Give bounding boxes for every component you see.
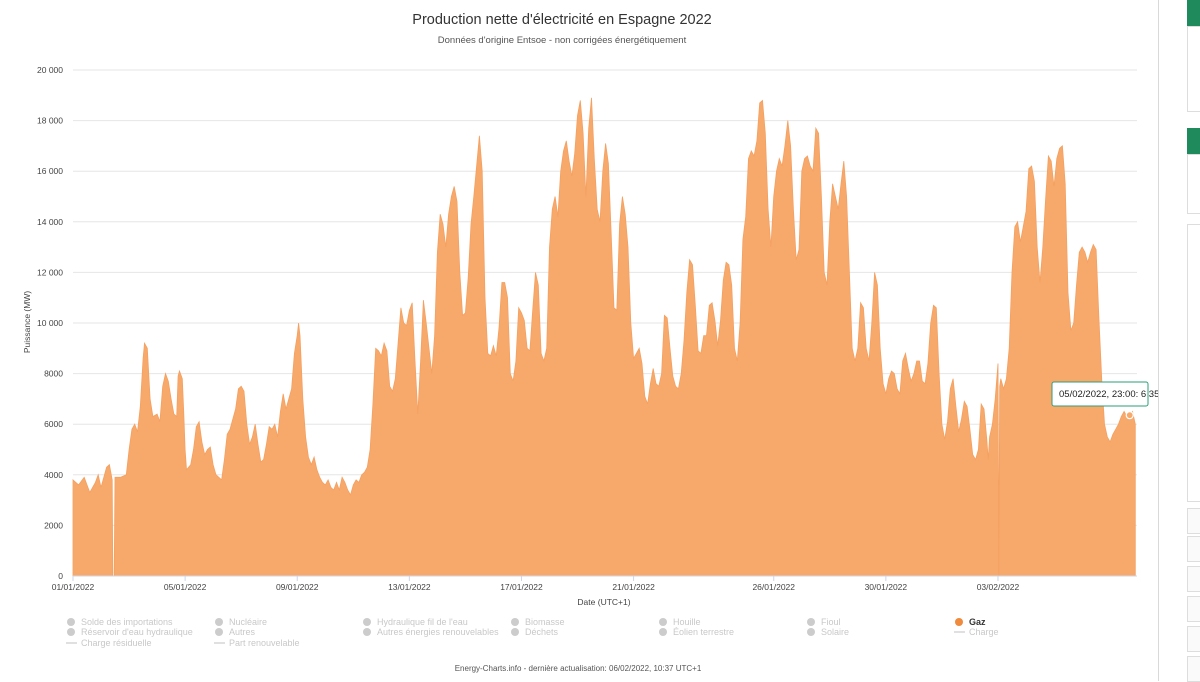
x-tick-label: 30/01/2022 bbox=[865, 582, 908, 592]
gas-area-series[interactable] bbox=[72, 97, 1136, 577]
legend-label: Solaire bbox=[821, 627, 849, 637]
gas-production-chart: Production nette d'électricité en Espagn… bbox=[22, 12, 1158, 673]
legend-symbol bbox=[363, 628, 371, 636]
legend-item[interactable]: Solaire bbox=[807, 627, 849, 637]
legend-item[interactable]: Autres bbox=[215, 627, 256, 637]
y-tick-label: 14 000 bbox=[37, 217, 63, 227]
legend: Solde des importations Nucléaire Hydrauliq… bbox=[66, 617, 999, 648]
legend-symbol bbox=[807, 628, 815, 636]
legend-label: Fioul bbox=[821, 617, 841, 627]
tooltip-text: 05/02/2022, 23:00: 6 357,000 MW bbox=[1059, 389, 1158, 400]
credits: Energy-Charts.info - dernière actualisat… bbox=[455, 664, 702, 673]
panel-header-tab[interactable] bbox=[1187, 0, 1200, 26]
legend-label: Nucléaire bbox=[229, 617, 267, 627]
x-tick-label: 21/01/2022 bbox=[612, 582, 655, 592]
x-tick-label: 05/01/2022 bbox=[164, 582, 207, 592]
legend-label: Biomasse bbox=[525, 617, 565, 627]
legend-item[interactable]: Autres énergies renouvelables bbox=[363, 627, 499, 637]
side-panel bbox=[1158, 0, 1200, 682]
y-tick-label: 8000 bbox=[44, 369, 63, 379]
legend-label: Autres énergies renouvelables bbox=[377, 627, 499, 637]
legend-symbol bbox=[67, 628, 75, 636]
panel-card bbox=[1187, 154, 1200, 214]
legend-symbol bbox=[215, 628, 223, 636]
legend-item[interactable]: Charge résiduelle bbox=[66, 638, 152, 648]
x-axis-ticks: 01/01/2022 05/01/2022 09/01/2022 13/01/2022… bbox=[52, 576, 1020, 592]
panel-card bbox=[1187, 224, 1200, 502]
legend-label: Solde des importations bbox=[81, 617, 173, 627]
y-tick-label: 0 bbox=[58, 571, 63, 581]
legend-item[interactable]: Gaz bbox=[955, 617, 986, 627]
y-tick-label: 12 000 bbox=[37, 267, 63, 277]
panel-card bbox=[1187, 26, 1200, 112]
legend-item[interactable]: Fioul bbox=[807, 617, 841, 627]
x-tick-label: 09/01/2022 bbox=[276, 582, 319, 592]
legend-label: Charge bbox=[969, 627, 999, 637]
chart-title: Production nette d'électricité en Espagn… bbox=[412, 12, 711, 28]
x-tick-label: 13/01/2022 bbox=[388, 582, 431, 592]
panel-button[interactable] bbox=[1187, 626, 1200, 652]
legend-label: Houille bbox=[673, 617, 701, 627]
y-tick-label: 2000 bbox=[44, 520, 63, 530]
y-tick-label: 4000 bbox=[44, 470, 63, 480]
panel-button[interactable] bbox=[1187, 536, 1200, 562]
legend-label: Déchets bbox=[525, 627, 559, 637]
legend-symbol bbox=[215, 618, 223, 626]
legend-symbol bbox=[659, 618, 667, 626]
y-axis-title: Puissance (MW) bbox=[22, 291, 32, 354]
y-tick-label: 10 000 bbox=[37, 318, 63, 328]
tooltip: 05/02/2022, 23:00: 6 357,000 MW bbox=[1051, 381, 1158, 420]
y-axis-ticks: 0 2000 4000 6000 8000 10 000 12 000 14 000 16 00… bbox=[37, 65, 63, 581]
legend-label: Autres bbox=[229, 627, 256, 637]
legend-label: Réservoir d'eau hydraulique bbox=[81, 627, 193, 637]
chart-subtitle: Données d'origine Entsoe - non corrigées… bbox=[438, 35, 687, 46]
legend-label: Part renouvelable bbox=[229, 638, 300, 648]
legend-symbol bbox=[659, 628, 667, 636]
y-tick-label: 20 000 bbox=[37, 65, 63, 75]
legend-item[interactable]: Réservoir d'eau hydraulique bbox=[67, 627, 193, 637]
x-tick-label: 01/01/2022 bbox=[52, 582, 95, 592]
x-tick-label: 17/01/2022 bbox=[500, 582, 543, 592]
x-tick-label: 03/02/2022 bbox=[977, 582, 1020, 592]
panel-button[interactable] bbox=[1187, 566, 1200, 592]
panel-button[interactable] bbox=[1187, 656, 1200, 682]
x-axis-title: Date (UTC+1) bbox=[577, 597, 630, 607]
legend-item[interactable]: Solde des importations bbox=[67, 617, 173, 627]
y-tick-label: 6000 bbox=[44, 419, 63, 429]
legend-symbol bbox=[955, 618, 963, 626]
legend-symbol bbox=[511, 618, 519, 626]
legend-item[interactable]: Charge bbox=[954, 627, 999, 637]
legend-symbol bbox=[807, 618, 815, 626]
legend-item[interactable]: Houille bbox=[659, 617, 701, 627]
panel-button[interactable] bbox=[1187, 508, 1200, 534]
legend-symbol bbox=[363, 618, 371, 626]
y-tick-label: 16 000 bbox=[37, 166, 63, 176]
legend-symbol bbox=[67, 618, 75, 626]
legend-label: Éolien terrestre bbox=[673, 627, 734, 637]
legend-item[interactable]: Éolien terrestre bbox=[659, 627, 734, 637]
x-tick-label: 26/01/2022 bbox=[752, 582, 795, 592]
legend-item[interactable]: Biomasse bbox=[511, 617, 565, 627]
panel-divider bbox=[1158, 0, 1159, 681]
legend-label: Hydraulique fil de l'eau bbox=[377, 617, 468, 627]
legend-label: Gaz bbox=[969, 617, 986, 627]
legend-item[interactable]: Hydraulique fil de l'eau bbox=[363, 617, 468, 627]
legend-item[interactable]: Déchets bbox=[511, 627, 559, 637]
panel-button[interactable] bbox=[1187, 596, 1200, 622]
panel-header-tab[interactable] bbox=[1187, 128, 1200, 154]
y-tick-label: 18 000 bbox=[37, 116, 63, 126]
legend-label: Charge résiduelle bbox=[81, 638, 152, 648]
legend-item[interactable]: Nucléaire bbox=[215, 617, 267, 627]
legend-item[interactable]: Part renouvelable bbox=[214, 638, 300, 648]
legend-symbol bbox=[511, 628, 519, 636]
tooltip-marker bbox=[1125, 411, 1134, 420]
tooltip-box bbox=[1051, 381, 1149, 407]
